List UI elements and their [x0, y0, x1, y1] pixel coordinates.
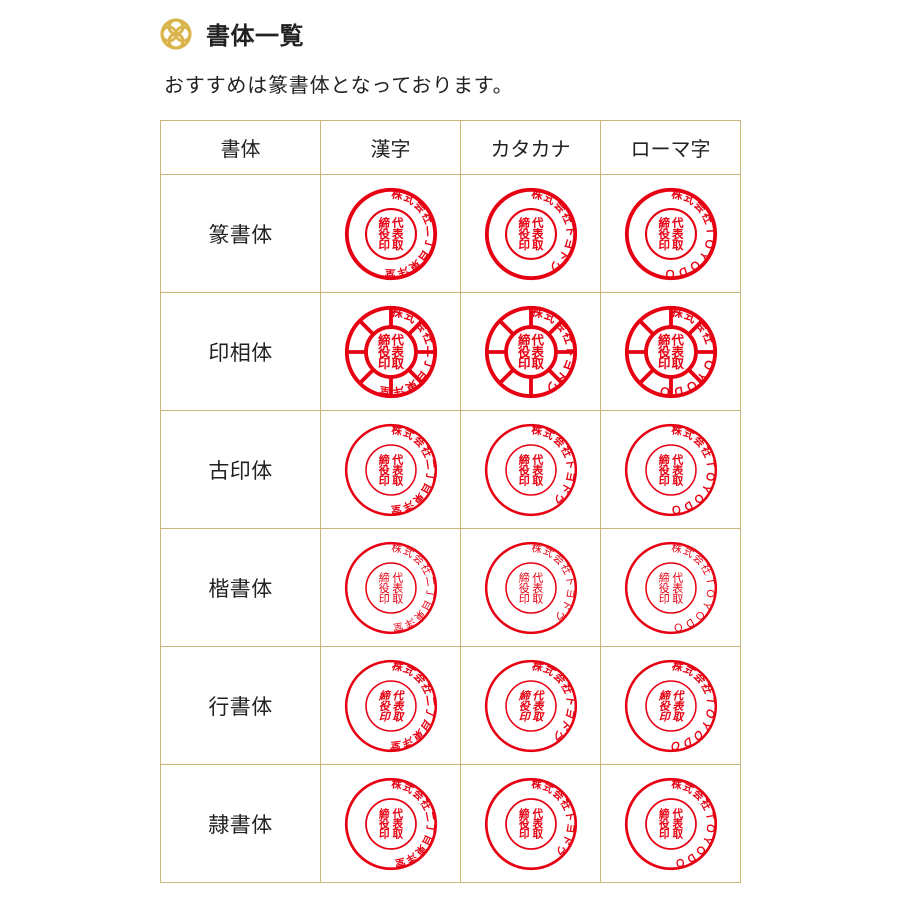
- svg-text:代表取締役印: 代表取締役印: [378, 332, 404, 371]
- font-list-page: 書体一覧 おすすめは篆書体となっております。 書体 漢字 カタカナ ローマ字 篆…: [0, 0, 898, 903]
- seal-sample-icon: 株式会社ＴＯＹＯＤＯ代表取締役印: [623, 776, 719, 872]
- seal-sample-cell: 株式会社二丁目東洋堂代表取締役印: [321, 765, 461, 883]
- seal-sample-cell: 株式会社二丁目東洋堂代表取締役印: [321, 293, 461, 411]
- seal-sample-icon: 株式会社ＴＯＹＯＤＯ代表取締役印: [623, 540, 719, 636]
- seal-sample-icon: 株式会社ＴＯＹＯＤＯ代表取締役印: [623, 658, 719, 754]
- font-name-cell: 楷書体: [161, 529, 321, 647]
- seal-sample-icon: 株式会社ＴＯＹＯＤＯ代表取締役印: [623, 304, 719, 400]
- seal-sample-cell: 株式会社トヨドウ代表取締役印: [461, 765, 601, 883]
- seal-sample-cell: 株式会社二丁目東洋堂代表取締役印: [321, 647, 461, 765]
- table-row: 印相体株式会社二丁目東洋堂代表取締役印株式会社トヨドウ代表取締役印株式会社ＴＯＹ…: [161, 293, 741, 411]
- seal-sample-cell: 株式会社ＴＯＹＯＤＯ代表取締役印: [601, 765, 741, 883]
- seal-sample-icon: 株式会社ＴＯＹＯＤＯ代表取締役印: [623, 422, 719, 518]
- font-name-cell: 隷書体: [161, 765, 321, 883]
- svg-text:代表取締役印: 代表取締役印: [518, 216, 543, 252]
- font-table: 書体 漢字 カタカナ ローマ字 篆書体株式会社二丁目東洋堂代表取締役印株式会社ト…: [160, 120, 741, 883]
- svg-text:代表取締役印: 代表取締役印: [378, 216, 403, 252]
- section-title: 書体一覧: [206, 16, 304, 51]
- col-header-romaji: ローマ字: [601, 121, 741, 175]
- svg-text:代表取締役印: 代表取締役印: [658, 332, 684, 371]
- seal-sample-cell: 株式会社トヨドウ代表取締役印: [461, 293, 601, 411]
- seal-sample-cell: 株式会社トヨドウ代表取締役印: [461, 647, 601, 765]
- seal-sample-cell: 株式会社トヨドウ代表取締役印: [461, 411, 601, 529]
- svg-text:代表取締役印: 代表取締役印: [657, 689, 684, 723]
- seal-sample-cell: 株式会社ＴＯＹＯＤＯ代表取締役印: [601, 293, 741, 411]
- section-subtitle: おすすめは篆書体となっております。: [164, 69, 898, 98]
- seal-sample-icon: 株式会社トヨドウ代表取締役印: [483, 658, 579, 754]
- seal-sample-icon: 株式会社二丁目東洋堂代表取締役印: [343, 658, 439, 754]
- seal-sample-icon: 株式会社トヨドウ代表取締役印: [483, 776, 579, 872]
- font-name-cell: 印相体: [161, 293, 321, 411]
- seal-sample-cell: 株式会社ＴＯＹＯＤＯ代表取締役印: [601, 175, 741, 293]
- col-header-katakana: カタカナ: [461, 121, 601, 175]
- col-header-kanji: 漢字: [321, 121, 461, 175]
- section-heading: 書体一覧: [160, 16, 898, 51]
- svg-text:代表取締役印: 代表取締役印: [377, 452, 403, 487]
- svg-text:代表取締役印: 代表取締役印: [657, 452, 683, 487]
- font-name-cell: 篆書体: [161, 175, 321, 293]
- seal-sample-cell: 株式会社二丁目東洋堂代表取締役印: [321, 529, 461, 647]
- svg-text:代表取締役印: 代表取締役印: [518, 332, 544, 371]
- svg-text:代表取締役印: 代表取締役印: [657, 807, 682, 840]
- seal-sample-icon: 株式会社二丁目東洋堂代表取締役印: [343, 186, 439, 282]
- table-row: 楷書体株式会社二丁目東洋堂代表取締役印株式会社トヨドウ代表取締役印株式会社ＴＯＹ…: [161, 529, 741, 647]
- seal-sample-icon: 株式会社二丁目東洋堂代表取締役印: [343, 422, 439, 518]
- svg-text:代表取締役印: 代表取締役印: [378, 570, 402, 605]
- table-row: 行書体株式会社二丁目東洋堂代表取締役印株式会社トヨドウ代表取締役印株式会社ＴＯＹ…: [161, 647, 741, 765]
- svg-text:代表取締役印: 代表取締役印: [377, 689, 404, 723]
- font-name-cell: 古印体: [161, 411, 321, 529]
- seal-sample-cell: 株式会社二丁目東洋堂代表取締役印: [321, 411, 461, 529]
- seal-sample-icon: 株式会社ＴＯＹＯＤＯ代表取締役印: [623, 186, 719, 282]
- svg-text:代表取締役印: 代表取締役印: [517, 807, 542, 840]
- seal-sample-icon: 株式会社トヨドウ代表取締役印: [483, 540, 579, 636]
- svg-text:代表取締役印: 代表取締役印: [518, 570, 542, 605]
- col-header-font: 書体: [161, 121, 321, 175]
- seal-sample-cell: 株式会社ＴＯＹＯＤＯ代表取締役印: [601, 647, 741, 765]
- seal-sample-cell: 株式会社ＴＯＹＯＤＯ代表取締役印: [601, 529, 741, 647]
- seal-sample-icon: 株式会社トヨドウ代表取締役印: [483, 422, 579, 518]
- svg-text:代表取締役印: 代表取締役印: [658, 216, 683, 252]
- seal-sample-icon: 株式会社二丁目東洋堂代表取締役印: [343, 776, 439, 872]
- seal-sample-icon: 株式会社トヨドウ代表取締役印: [483, 186, 579, 282]
- seal-sample-icon: 株式会社二丁目東洋堂代表取締役印: [343, 540, 439, 636]
- svg-text:代表取締役印: 代表取締役印: [377, 807, 402, 840]
- font-name-cell: 行書体: [161, 647, 321, 765]
- svg-text:代表取締役印: 代表取締役印: [517, 689, 544, 723]
- seal-sample-cell: 株式会社トヨドウ代表取締役印: [461, 175, 601, 293]
- seal-sample-cell: 株式会社二丁目東洋堂代表取締役印: [321, 175, 461, 293]
- seal-sample-cell: 株式会社ＴＯＹＯＤＯ代表取締役印: [601, 411, 741, 529]
- table-row: 古印体株式会社二丁目東洋堂代表取締役印株式会社トヨドウ代表取締役印株式会社ＴＯＹ…: [161, 411, 741, 529]
- table-row: 隷書体株式会社二丁目東洋堂代表取締役印株式会社トヨドウ代表取締役印株式会社ＴＯＹ…: [161, 765, 741, 883]
- svg-text:代表取締役印: 代表取締役印: [658, 570, 682, 605]
- table-header-row: 書体 漢字 カタカナ ローマ字: [161, 121, 741, 175]
- seal-sample-icon: 株式会社二丁目東洋堂代表取締役印: [343, 304, 439, 400]
- rosette-icon: [160, 18, 192, 50]
- seal-sample-cell: 株式会社トヨドウ代表取締役印: [461, 529, 601, 647]
- seal-sample-icon: 株式会社トヨドウ代表取締役印: [483, 304, 579, 400]
- svg-text:代表取締役印: 代表取締役印: [517, 452, 543, 487]
- table-row: 篆書体株式会社二丁目東洋堂代表取締役印株式会社トヨドウ代表取締役印株式会社ＴＯＹ…: [161, 175, 741, 293]
